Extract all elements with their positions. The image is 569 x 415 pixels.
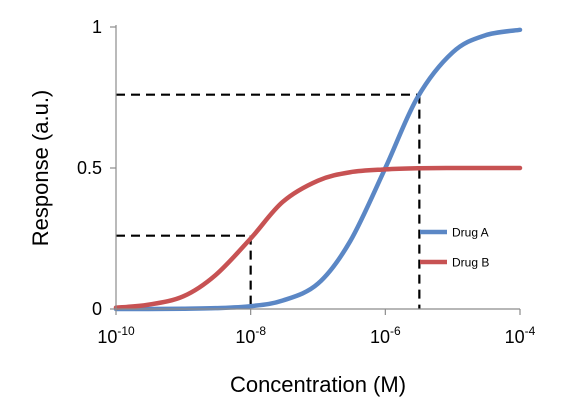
series-line-drug-b [113,165,523,310]
legend-label-drug-a: Drug A [452,226,489,240]
y-tick-label: 0 [92,299,102,319]
x-axis-label: Concentration (M) [230,372,406,397]
x-tick-label: 10-4 [505,324,536,347]
x-tick-label: 10-10 [97,324,135,347]
y-tick-label: 1 [92,17,102,37]
y-axis-label: Response (a.u.) [28,90,53,247]
x-tick-label: 10-6 [370,324,401,347]
y-tick-label: 0.5 [77,158,102,178]
x-tick-label: 10-8 [235,324,266,347]
legend-label-drug-b: Drug B [452,256,489,270]
